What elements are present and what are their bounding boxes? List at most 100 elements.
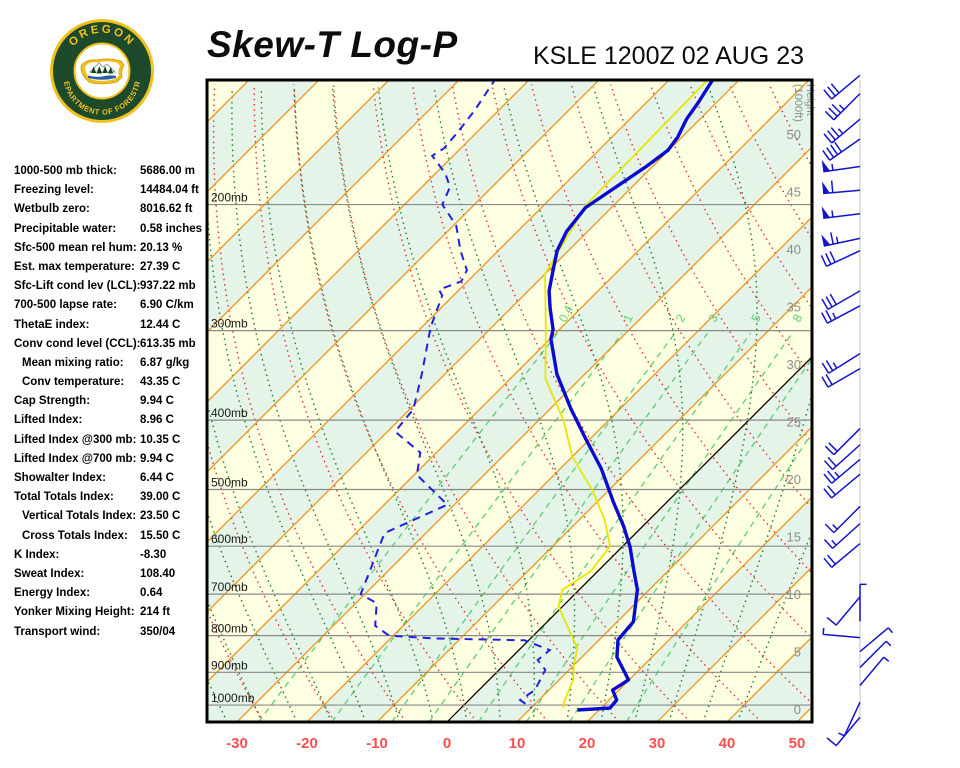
index-label: Mean mixing ratio: xyxy=(22,356,124,369)
height-tick-label: 40 xyxy=(787,242,801,257)
wind-barb xyxy=(859,627,894,653)
wind-barb xyxy=(859,656,890,686)
temp-tick-label: 20 xyxy=(579,735,596,752)
index-row: Conv temperature: 43.35 C xyxy=(14,373,210,392)
pressure-gridlines: 200mb 300mb 400mb 500mb 600mb 700mb 800mb 900mb… xyxy=(207,191,812,706)
wind-barb xyxy=(823,444,861,471)
height-tick-label: 50 xyxy=(787,127,801,142)
index-value: 20.13 % xyxy=(140,241,183,254)
wind-barb xyxy=(826,596,861,626)
wind-barb xyxy=(821,159,861,173)
pressure-label: 500mb xyxy=(211,475,248,489)
height-tick-label: 45 xyxy=(787,185,801,200)
indices-panel: 1000-500 mb thick: 5686.00 m Freezing leve… xyxy=(14,162,210,642)
index-value: 14484.04 ft xyxy=(140,184,199,197)
dewpoint-trace xyxy=(359,80,552,709)
index-row: Lifted Index @300 mb: 10.35 C xyxy=(14,431,210,450)
wind-barb xyxy=(823,543,861,568)
height-tick-label: 10 xyxy=(787,587,801,602)
station-datetime: KSLE 1200Z 02 AUG 23 xyxy=(533,42,805,70)
index-label: 700-500 lapse rate: xyxy=(14,299,117,312)
height-tick-label: 35 xyxy=(787,300,801,315)
index-label: ThetaE index: xyxy=(14,318,90,331)
index-value: 10.35 C xyxy=(140,433,181,446)
index-value: 350/04 xyxy=(140,625,176,638)
index-row: Total Totals Index: 39.00 C xyxy=(14,488,210,507)
logo-state-emblem xyxy=(80,58,125,85)
index-row: 700-500 lapse rate: 6.90 C/km xyxy=(14,296,210,315)
height-tick-label: 5 xyxy=(794,645,801,660)
pressure-label: 800mb xyxy=(211,622,248,636)
index-row: Sweat Index: 108.40 xyxy=(14,565,210,584)
temp-tick-label: 10 xyxy=(509,735,526,752)
index-value: 27.39 C xyxy=(140,260,181,273)
index-row: 1000-500 mb thick: 5686.00 m xyxy=(14,162,210,181)
index-label: Lifted Index: xyxy=(14,414,83,427)
index-label: 1000-500 mb thick: xyxy=(14,165,117,177)
wind-barb xyxy=(826,716,861,747)
index-value: 9.94 C xyxy=(140,395,174,408)
index-row: Showalter Index: 6.44 C xyxy=(14,469,210,488)
wind-barb xyxy=(821,367,861,388)
index-label: K Index: xyxy=(14,548,60,561)
pressure-label: 600mb xyxy=(211,532,248,546)
wind-barb xyxy=(823,458,861,484)
temp-tick-label: 40 xyxy=(719,735,736,752)
temperature-trace xyxy=(547,80,715,712)
index-row: Est. max temperature: 27.39 C xyxy=(14,258,210,277)
plot-border xyxy=(205,78,814,724)
height-tick-label: 15 xyxy=(787,530,801,545)
index-row: Sfc-500 mean rel hum: 20.13 % xyxy=(14,239,210,258)
svg-text:(1000ft): (1000ft) xyxy=(792,84,804,122)
index-value: 12.44 C xyxy=(140,318,181,331)
index-label: Vertical Totals Index: xyxy=(22,510,137,523)
index-label: Energy Index: xyxy=(14,587,91,600)
wind-barb xyxy=(823,473,861,499)
index-label: Conv cond level (CCL): xyxy=(14,337,141,350)
wind-barb-column xyxy=(820,74,894,747)
index-row: Mean mixing ratio: 6.87 g/kg xyxy=(14,354,210,373)
index-label: Sweat Index: xyxy=(14,567,85,580)
moist-adiabats xyxy=(207,87,812,722)
index-row: Energy Index: 0.64 xyxy=(14,584,210,603)
index-value: 937.22 mb xyxy=(140,280,196,293)
pressure-label: 1000mb xyxy=(211,691,255,705)
index-label: Est. max temperature: xyxy=(14,260,135,273)
index-row: Conv cond level (CCL): 613.35 mb xyxy=(14,335,210,354)
index-value: 613.35 mb xyxy=(140,337,196,350)
oregon-forestry-logo: OREGON DEPARTMENT OF FORESTRY xyxy=(46,14,154,123)
index-row: Lifted Index @700 mb: 9.94 C xyxy=(14,450,210,469)
index-value: 8016.62 ft xyxy=(140,203,193,216)
sounding-traces xyxy=(359,80,715,712)
index-row: Yonker Mixing Height: 214 ft xyxy=(14,603,210,622)
wind-barb xyxy=(820,250,861,268)
index-row: Cap Strength: 9.94 C xyxy=(14,392,210,411)
index-value: 6.44 C xyxy=(140,472,174,484)
wind-barb xyxy=(823,523,861,549)
index-row: ThetaE index: 12.44 C xyxy=(14,316,210,335)
index-value: 6.90 C/km xyxy=(140,299,194,312)
svg-text:Height: Height xyxy=(804,84,816,116)
index-value: 5686.00 m xyxy=(140,165,195,177)
index-value: 6.87 g/kg xyxy=(140,356,190,369)
index-label: Conv temperature: xyxy=(22,376,125,389)
temp-tick-label: -10 xyxy=(366,735,388,752)
wind-barb xyxy=(859,583,867,622)
index-label: Freezing level: xyxy=(14,184,94,197)
index-label: Transport wind: xyxy=(14,625,101,638)
wind-barb xyxy=(859,640,892,668)
zero-isotherm xyxy=(446,356,812,722)
index-row: Sfc-Lift cond lev (LCL): 937.22 mb xyxy=(14,277,210,296)
wind-barb xyxy=(821,305,861,324)
height-tick-label: 20 xyxy=(787,472,801,487)
index-value: 8.96 C xyxy=(140,414,174,427)
index-label: Showalter Index: xyxy=(14,472,107,484)
wind-barb xyxy=(823,74,861,100)
index-row: K Index: -8.30 xyxy=(14,546,210,565)
pressure-label: 700mb xyxy=(211,580,248,594)
index-label: Sfc-500 mean rel hum: xyxy=(14,241,137,254)
index-value: 0.58 inches xyxy=(140,222,203,235)
wind-barb xyxy=(821,290,861,311)
index-row: Freezing level: 14484.04 ft xyxy=(14,181,210,200)
